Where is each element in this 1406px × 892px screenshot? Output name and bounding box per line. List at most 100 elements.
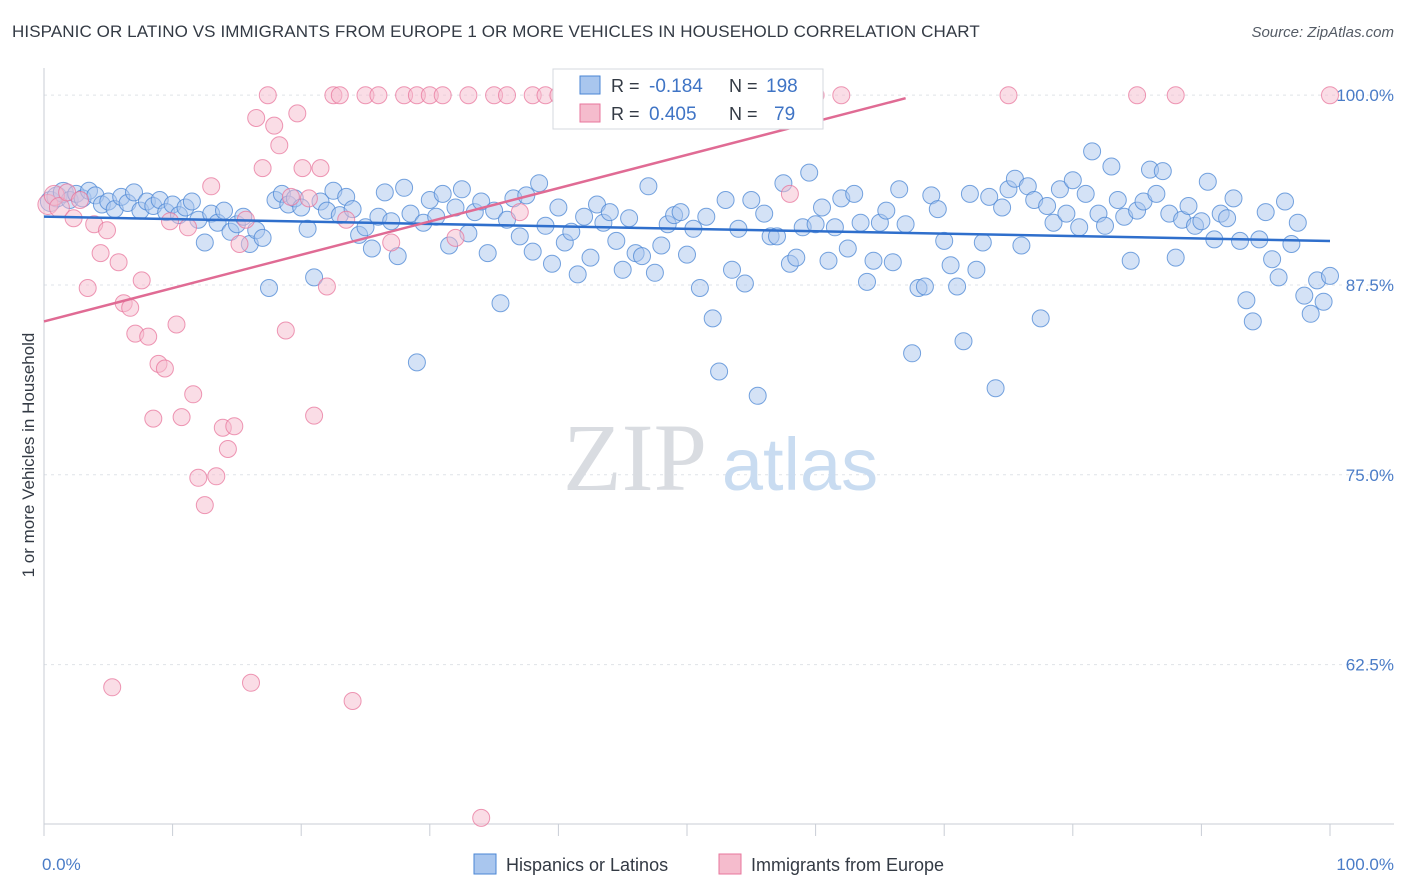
hispanics-point	[1179, 197, 1198, 215]
hispanics-point	[755, 204, 774, 223]
europe-point	[265, 116, 284, 135]
europe-point	[132, 271, 151, 290]
hispanics-point	[1070, 218, 1089, 237]
europe-point	[330, 86, 349, 105]
hispanics-point	[1076, 184, 1095, 203]
hispanics-point	[253, 228, 272, 247]
europe-point	[195, 496, 214, 515]
hispanics-point	[1166, 248, 1185, 267]
europe-point	[247, 109, 266, 127]
hispanics-point	[967, 260, 986, 279]
axes	[43, 68, 1394, 836]
europe-point	[207, 467, 226, 486]
europe-point	[472, 808, 491, 827]
legend-item-hispanics-swatch	[473, 853, 497, 875]
hispanics-point	[671, 203, 690, 222]
europe-point	[144, 409, 163, 428]
europe-point	[253, 159, 272, 178]
hispanics-point	[395, 178, 414, 197]
europe-point	[446, 228, 465, 247]
hispanics-point	[1192, 212, 1211, 231]
europe-point	[276, 321, 295, 340]
hispanics-point	[491, 294, 510, 313]
hispanics-point	[382, 212, 401, 231]
hispanics-point	[768, 227, 786, 246]
y-tick-labels: 62.5% 75.0% 87.5% 100.0%	[1336, 86, 1394, 674]
hispanics-point	[305, 268, 324, 287]
europe-point	[382, 233, 401, 252]
hispanics-point	[645, 263, 664, 282]
legend-r-label-blue: R =	[611, 76, 640, 96]
hispanics-point	[575, 207, 594, 226]
hispanics-point	[195, 233, 214, 252]
hispanics-point	[954, 332, 973, 351]
hispanics-point	[748, 386, 767, 405]
legend-r-label-pink: R =	[611, 104, 640, 124]
hispanics-point	[530, 174, 549, 193]
legend-item-hispanics-label: Hispanics or Latinos	[506, 855, 668, 875]
hispanics-point	[1050, 180, 1069, 199]
europe-point	[433, 86, 452, 105]
hispanics-point	[298, 219, 317, 238]
hispanics-point	[1038, 197, 1057, 215]
hispanics-point	[407, 353, 426, 372]
trend-line-europe	[43, 97, 906, 323]
europe-point	[98, 221, 116, 240]
hispanics-point	[915, 277, 934, 296]
legend-swatch-blue	[579, 75, 601, 95]
hispanics-point	[903, 344, 922, 363]
hispanics-point	[1295, 286, 1314, 305]
series-europe-points	[37, 86, 1339, 827]
hispanics-point	[960, 184, 979, 203]
europe-point	[218, 440, 237, 458]
hispanics-point	[787, 248, 806, 267]
watermark: ZIP atlas	[563, 404, 878, 511]
hispanics-point	[543, 254, 561, 273]
hispanics-point	[819, 251, 838, 270]
europe-point	[225, 417, 244, 436]
hispanics-point	[941, 256, 960, 275]
europe-point	[293, 159, 312, 178]
legend-n-value-pink: 79	[774, 104, 795, 125]
hispanics-point	[986, 379, 1005, 398]
europe-point	[172, 408, 191, 427]
hispanics-point	[1269, 268, 1288, 287]
europe-point	[155, 359, 174, 378]
watermark-zip: ZIP	[563, 404, 707, 511]
europe-point	[299, 189, 318, 208]
hispanics-point	[607, 231, 626, 250]
europe-point	[189, 468, 208, 487]
hispanics-point	[1314, 292, 1333, 311]
y-tick-label: 100.0%	[1336, 86, 1394, 105]
hispanics-point	[1102, 157, 1121, 176]
europe-point	[109, 253, 128, 272]
europe-point	[161, 212, 179, 231]
hispanics-point	[1063, 171, 1082, 190]
hispanics-point	[948, 277, 967, 296]
hispanics-point	[1288, 213, 1307, 232]
hispanics-point	[523, 242, 542, 261]
europe-point	[230, 235, 249, 253]
europe-point	[184, 385, 203, 404]
hispanics-point	[472, 192, 491, 211]
hispanics-point	[838, 239, 857, 258]
hispanics-point	[1218, 209, 1237, 228]
hispanics-point	[1012, 236, 1031, 255]
legend-r-value-blue: -0.184	[649, 76, 703, 97]
y-tick-label: 75.0%	[1346, 466, 1394, 485]
hispanics-point	[928, 200, 947, 219]
series-hispanics-points	[39, 142, 1339, 405]
hispanics-point	[215, 201, 233, 220]
hispanics-point	[452, 180, 471, 199]
europe-point	[288, 104, 307, 123]
hispanics-point	[125, 183, 143, 202]
y-tick-label: 62.5%	[1346, 656, 1394, 675]
europe-point	[103, 678, 122, 697]
hispanics-point	[1224, 189, 1243, 208]
hispanics-point	[858, 272, 876, 291]
hispanics-point	[973, 233, 992, 252]
hispanics-point	[633, 247, 651, 266]
hispanics-point	[478, 244, 497, 263]
europe-point	[1166, 86, 1185, 105]
europe-point	[832, 86, 851, 105]
